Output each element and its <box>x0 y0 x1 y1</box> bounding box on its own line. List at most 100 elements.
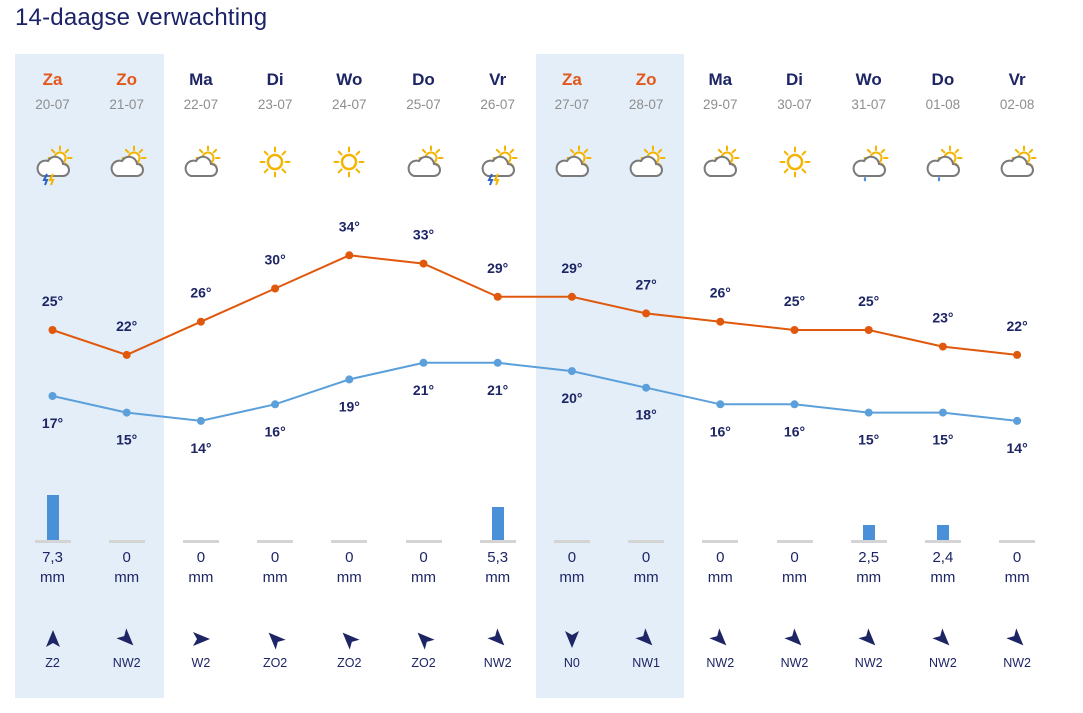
wind-label: NW2 <box>1003 656 1031 670</box>
day-name: Wo <box>855 70 882 89</box>
precip-baseline <box>479 540 516 543</box>
precip-unit: mm <box>559 569 585 586</box>
partly-cloudy-icon <box>700 144 740 180</box>
partly-cloudy-icon <box>552 144 592 180</box>
sun-icon <box>329 144 369 180</box>
precip-baseline <box>702 540 739 543</box>
precip-baseline <box>331 540 368 543</box>
day-date: 28-07 <box>628 97 664 112</box>
day-name: Za <box>561 70 582 89</box>
thunder-sun-icon <box>478 144 518 186</box>
precip-baseline <box>257 540 294 543</box>
precip-value: 0 <box>122 549 131 566</box>
precip-bar <box>491 507 504 540</box>
precip-bar <box>936 525 949 540</box>
day-column[interactable]: Zo 21-07 0 mm NW2 <box>90 54 164 698</box>
day-name: Za <box>42 70 63 89</box>
sun-icon <box>775 144 815 180</box>
precip-unit: mm <box>188 569 214 586</box>
day-date: 01-08 <box>925 97 961 112</box>
partly-cloudy-icon <box>997 144 1037 180</box>
day-column[interactable]: Ma 22-07 0 mm W2 <box>164 54 238 698</box>
day-column[interactable]: Di 30-07 0 mm NW2 <box>758 54 832 698</box>
wind-arrow-icon <box>487 628 509 650</box>
precip-value: 7,3 <box>42 549 63 566</box>
day-column[interactable]: Wo 31-07 2,5 mm NW2 <box>832 54 906 698</box>
wind-label: NW2 <box>483 656 512 670</box>
wind-arrow-icon <box>783 628 806 650</box>
day-column[interactable]: Do 01-08 2,4 mm NW2 <box>906 54 980 698</box>
day-date: 02-08 <box>999 97 1035 112</box>
partly-cloudy-icon <box>181 144 221 180</box>
wind-label: NW2 <box>706 656 735 670</box>
wind-arrow-icon <box>561 628 583 650</box>
wind-arrow-icon <box>932 628 954 650</box>
day-column[interactable]: Za 20-07 7,3 mm Z2 <box>16 54 90 698</box>
precip-unit: mm <box>114 569 140 586</box>
precip-unit: mm <box>336 569 362 586</box>
day-column[interactable]: Ma 29-07 0 mm NW2 <box>683 54 757 698</box>
precip-baseline <box>628 540 665 543</box>
day-column[interactable]: Vr 26-07 5,3 mm NW2 <box>461 54 535 698</box>
day-name: Di <box>266 70 284 89</box>
precip-baseline <box>924 540 961 543</box>
precip-value: 0 <box>567 549 577 566</box>
precip-value: 0 <box>790 549 799 566</box>
precip-unit: mm <box>485 569 511 586</box>
wind-label: N0 <box>563 656 580 670</box>
day-name: Wo <box>336 70 363 89</box>
day-name: Vr <box>489 70 507 89</box>
precip-baseline <box>850 540 887 543</box>
day-date: 23-07 <box>257 97 293 112</box>
day-name: Zo <box>116 70 138 89</box>
wind-arrow-icon <box>264 628 286 650</box>
wind-arrow-icon <box>190 628 212 650</box>
day-date: 30-07 <box>777 97 812 112</box>
wind-arrow-icon <box>709 628 731 650</box>
wind-label: NW2 <box>854 656 883 670</box>
day-name: Ma <box>708 70 733 89</box>
day-column[interactable]: Wo 24-07 0 mm ZO2 <box>312 54 386 698</box>
precip-value: 5,3 <box>487 549 509 566</box>
wind-label: ZO2 <box>337 656 362 670</box>
precip-unit: mm <box>782 569 807 586</box>
precip-baseline <box>776 540 813 543</box>
wind-label: NW2 <box>112 656 141 670</box>
precip-value: 0 <box>196 549 206 566</box>
precip-baseline <box>553 540 590 543</box>
partly-cloudy-icon <box>626 144 666 180</box>
precip-value: 0 <box>716 549 725 566</box>
precip-baseline <box>405 540 442 543</box>
precip-unit: mm <box>1004 569 1030 586</box>
wind-label: ZO2 <box>411 656 436 670</box>
rain-sun-icon <box>923 144 963 182</box>
precip-value: 0 <box>345 549 354 566</box>
precip-unit: mm <box>40 569 65 586</box>
day-date: 31-07 <box>851 97 886 112</box>
wind-label: Z2 <box>45 656 60 670</box>
day-column[interactable]: Zo 28-07 0 mm NW1 <box>609 54 683 698</box>
day-name: Ma <box>189 70 213 89</box>
day-date: 21-07 <box>109 97 144 112</box>
wind-arrow-icon <box>858 628 880 650</box>
day-date: 20-07 <box>35 97 70 112</box>
rain-sun-icon <box>849 144 889 182</box>
day-column[interactable]: Za 27-07 0 mm N0 <box>535 54 609 698</box>
precip-value: 0 <box>1012 549 1022 566</box>
day-column[interactable]: Do 25-07 0 mm ZO2 <box>387 54 461 698</box>
day-name: Di <box>786 70 803 89</box>
day-date: 22-07 <box>183 97 219 112</box>
precip-unit: mm <box>411 569 436 586</box>
day-column[interactable]: Vr 02-08 0 mm NW2 <box>980 54 1054 698</box>
wind-label: NW1 <box>632 656 660 670</box>
partly-cloudy-icon <box>107 144 147 180</box>
precip-baseline <box>34 540 71 543</box>
day-date: 24-07 <box>332 97 367 112</box>
precip-bar <box>862 524 875 540</box>
day-name: Zo <box>635 70 657 89</box>
day-date: 27-07 <box>554 97 590 112</box>
precip-unit: mm <box>262 569 288 586</box>
day-column[interactable]: Di 23-07 0 mm ZO2 <box>238 54 312 698</box>
precip-value: 0 <box>270 549 280 566</box>
wind-arrow-icon <box>1006 628 1028 650</box>
